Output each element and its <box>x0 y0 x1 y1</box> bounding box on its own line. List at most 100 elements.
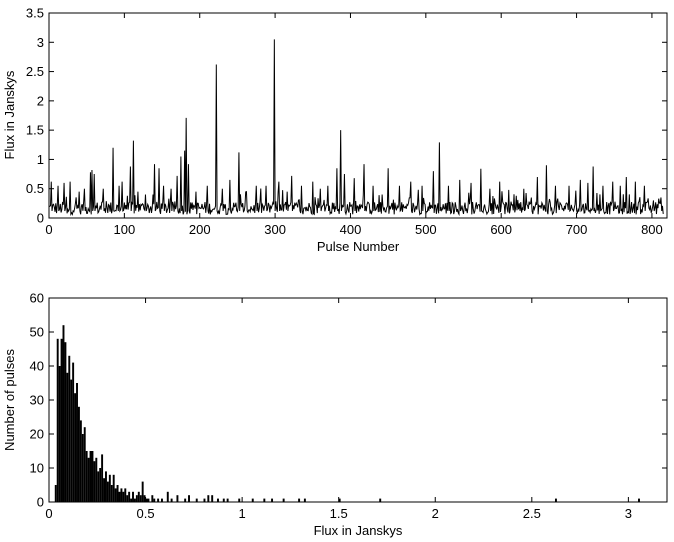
histogram-bar <box>56 338 59 502</box>
y-tick-label: 30 <box>30 393 44 408</box>
x-tick-label: 0.5 <box>137 506 155 521</box>
histogram-bar <box>58 366 61 502</box>
x-axis-label: Flux in Janskys <box>314 523 403 538</box>
histogram-bar <box>638 498 640 502</box>
x-tick-label: 1 <box>239 506 246 521</box>
histogram-bar <box>122 491 125 502</box>
x-tick-label: 3 <box>625 506 632 521</box>
x-tick-label: 500 <box>415 222 437 237</box>
histogram-bar <box>60 338 63 502</box>
histogram-bar <box>195 498 198 502</box>
histogram-bar <box>130 498 133 502</box>
histogram-bar <box>54 485 57 502</box>
histogram-bar <box>157 498 160 502</box>
y-axis-label: Number of pulses <box>2 349 17 451</box>
plot-frame <box>48 12 668 219</box>
y-tick-label: 0.5 <box>26 181 44 196</box>
histogram-bar <box>79 420 82 502</box>
histogram-bar <box>62 325 65 502</box>
histogram-bar <box>101 454 104 502</box>
histogram-bar <box>83 427 86 502</box>
histogram-bar <box>379 498 382 502</box>
histogram-bar <box>89 451 92 502</box>
histogram-bar <box>85 451 88 502</box>
histogram-bar <box>118 491 121 502</box>
histogram-bar <box>282 498 285 502</box>
histogram-bar <box>184 498 187 502</box>
histogram-bar <box>170 498 173 502</box>
histogram-bar <box>271 498 274 502</box>
histogram-bar <box>106 481 109 502</box>
histogram-bars <box>54 325 640 502</box>
x-tick-label: 700 <box>566 222 588 237</box>
x-tick-label: 300 <box>264 222 286 237</box>
x-tick-label: 0 <box>45 506 52 521</box>
histogram-bar <box>137 491 140 502</box>
histogram-bar <box>72 362 75 502</box>
y-ticks: 0 0.5 1 1.5 2 2.5 3 3.5 <box>26 6 667 226</box>
histogram-bar <box>251 498 254 502</box>
histogram-bar <box>128 491 131 502</box>
histogram-bar <box>203 498 206 502</box>
histogram-bar <box>188 495 190 502</box>
histogram-bar <box>97 471 100 502</box>
y-tick-label: 40 <box>30 359 44 374</box>
histogram-bar <box>91 451 94 502</box>
histogram-bar <box>222 498 225 502</box>
histogram-bar <box>110 485 113 502</box>
histogram-bar <box>124 488 127 502</box>
histogram-bar <box>116 485 119 502</box>
histogram-bar <box>66 372 69 502</box>
histogram-bar <box>298 498 301 502</box>
histogram-bar <box>303 498 306 502</box>
histogram-bar <box>108 474 111 502</box>
histogram-bar <box>145 498 148 502</box>
y-tick-label: 50 <box>30 325 44 340</box>
histogram-bar <box>238 498 241 502</box>
histogram-bar <box>132 491 134 502</box>
histogram-bar <box>147 498 150 502</box>
histogram-bar <box>93 461 96 502</box>
histogram-bar <box>126 495 129 502</box>
histogram-bar <box>112 474 115 502</box>
histogram-bar <box>143 495 146 502</box>
histogram-bar <box>217 498 219 502</box>
y-tick-label: 1.5 <box>26 123 44 138</box>
x-tick-label: 1.5 <box>330 506 348 521</box>
flux-series-line <box>48 39 664 217</box>
histogram-bar <box>141 481 144 502</box>
histogram-bar <box>133 498 136 502</box>
histogram-bar <box>77 406 80 502</box>
y-tick-label: 1 <box>37 152 44 167</box>
histogram-bar <box>87 457 90 502</box>
y-tick-label: 60 <box>30 291 44 306</box>
histogram-bar <box>151 495 154 502</box>
y-tick-label: 3 <box>37 35 44 50</box>
histogram-bar <box>103 478 105 502</box>
histogram-bar <box>554 498 557 502</box>
x-tick-label: 800 <box>641 222 663 237</box>
x-tick-label: 600 <box>490 222 512 237</box>
histogram-bar <box>166 491 169 502</box>
x-ticks: 0 0.5 1 1.5 2 2.5 3 <box>45 298 632 521</box>
histogram-bar <box>64 342 67 502</box>
y-ticks: 0 10 20 30 40 50 60 <box>30 291 667 510</box>
x-tick-label: 0 <box>45 222 52 237</box>
histogram-bar <box>139 495 142 502</box>
x-axis-label: Pulse Number <box>317 239 400 254</box>
x-tick-label: 200 <box>189 222 211 237</box>
x-tick-label: 400 <box>340 222 362 237</box>
flux-histogram-chart: 0 0.5 1 1.5 2 2.5 3 0 10 20 30 40 50 60 Flux in Jans… <box>2 291 668 538</box>
y-tick-label: 0 <box>37 495 44 510</box>
plot-frame <box>48 297 668 503</box>
histogram-bar <box>161 498 163 502</box>
histogram-bar <box>176 495 179 502</box>
y-tick-label: 2 <box>37 93 44 108</box>
histogram-bar <box>114 488 117 502</box>
histogram-bar <box>105 471 107 502</box>
histogram-bar <box>99 468 102 502</box>
x-tick-label: 100 <box>114 222 136 237</box>
y-tick-label: 20 <box>30 427 44 442</box>
y-tick-label: 2.5 <box>26 64 44 79</box>
